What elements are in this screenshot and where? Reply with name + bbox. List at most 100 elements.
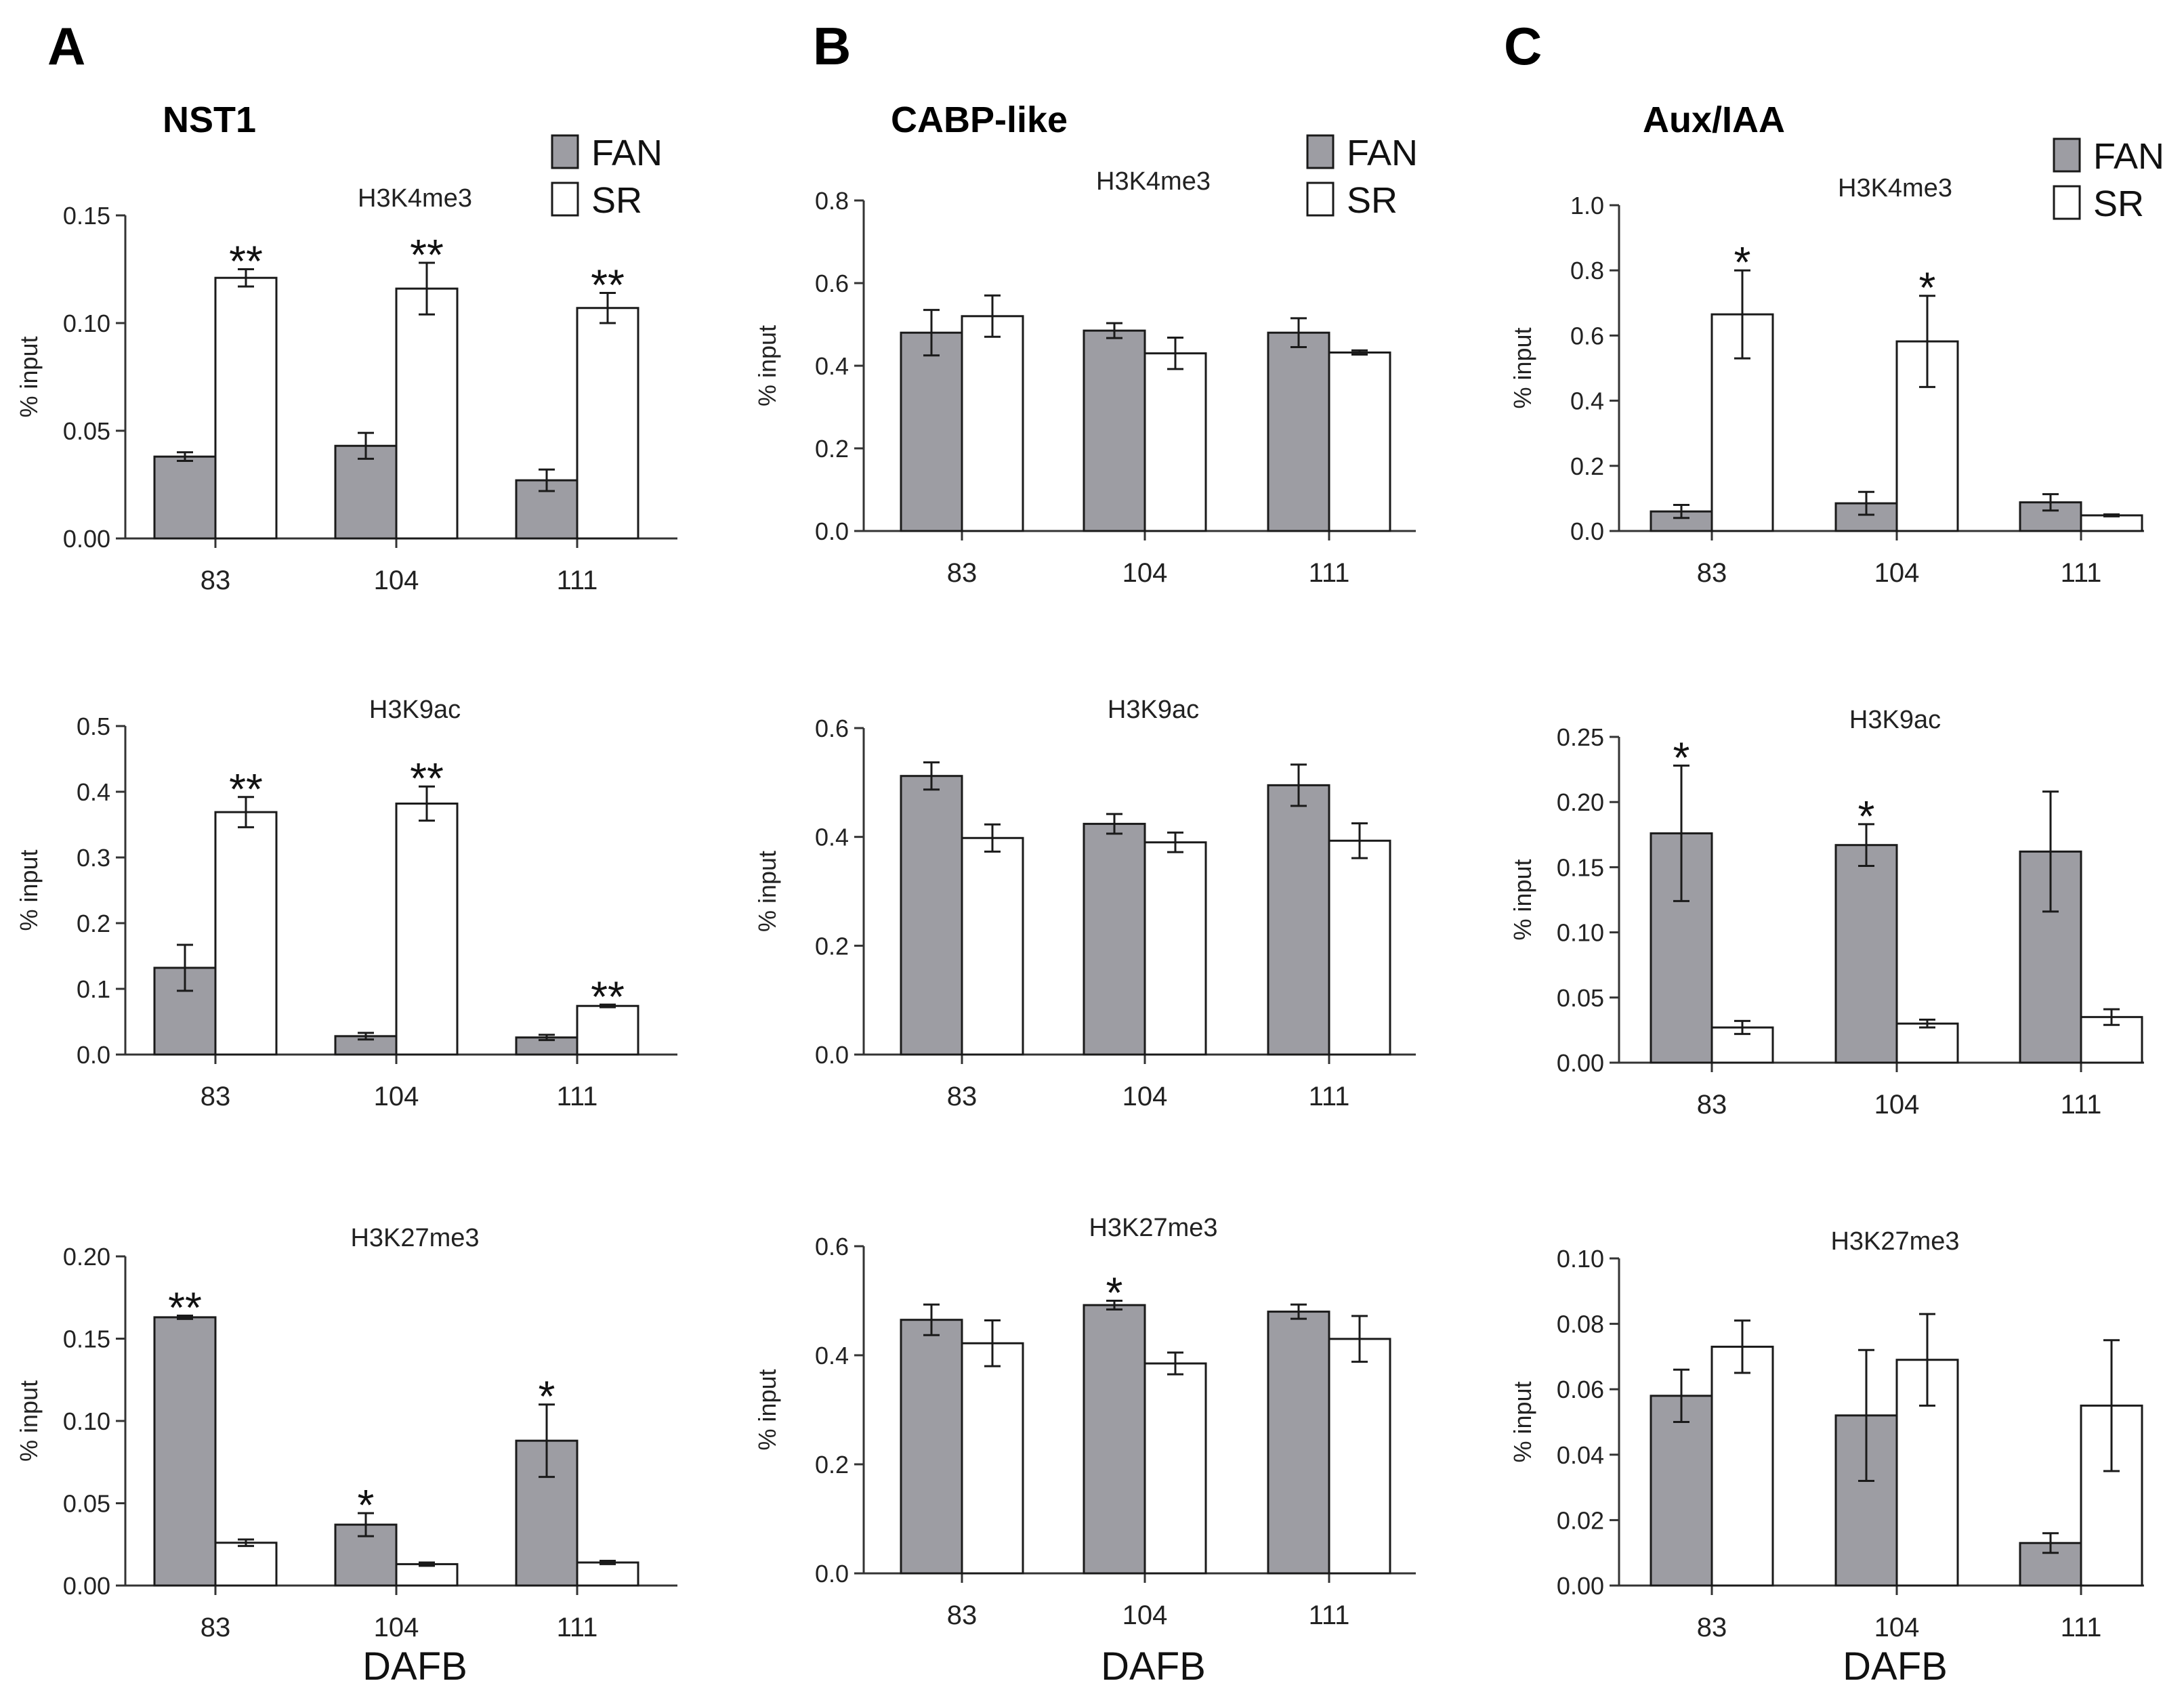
significance-marker: ** xyxy=(229,237,263,286)
y-tick-label: 0.06 xyxy=(1557,1376,1604,1403)
bar-sr-83 xyxy=(1710,1026,1774,1064)
error-bar-fan-111 xyxy=(2042,1532,2059,1554)
subplot-title: H3K27me3 xyxy=(1830,1227,1959,1256)
legend-label-sr: SR xyxy=(591,180,642,221)
gene-name-c: Aux/IAA xyxy=(1643,100,1785,140)
x-tick-label: 104 xyxy=(374,566,419,595)
y-axis-label: % input xyxy=(753,851,781,932)
subplot-b-h3k27me3: H3K27me3 0.0 0.2 0.4 0.6 % input 83 104 111 * DAFB xyxy=(753,1214,1416,1688)
subplot-a-h3k4me3: H3K4me3 0.00 0.05 0.10 0.15 % input 83 104 111 **… xyxy=(15,184,677,595)
subplot-title: H3K27me3 xyxy=(350,1224,479,1252)
error-bar-sr-104 xyxy=(1167,1351,1183,1376)
y-tick-label: 0.6 xyxy=(815,1233,849,1260)
bar-fan-104 xyxy=(1083,1304,1146,1575)
error-bar-fan-104 xyxy=(358,431,374,460)
error-bar-sr-104 xyxy=(1919,1019,1935,1029)
error-bar-sr-104 xyxy=(419,1561,435,1567)
x-tick-label: 104 xyxy=(1122,558,1168,588)
y-tick-label: 0.00 xyxy=(1557,1049,1604,1077)
x-tick-label: 104 xyxy=(374,1613,419,1642)
significance-marker: ** xyxy=(410,230,444,279)
error-bar-fan-111 xyxy=(539,1403,555,1479)
significance-marker: ** xyxy=(410,754,444,803)
y-tick-label: 0.15 xyxy=(63,1325,110,1353)
bar-sr-83 xyxy=(214,811,278,1056)
y-tick-label: 0.4 xyxy=(1570,387,1604,415)
error-bar-fan-111 xyxy=(1290,1303,1307,1320)
y-tick-label: 0.2 xyxy=(77,910,110,937)
panel-letter-a: A xyxy=(47,16,85,76)
subplot-a-h3k27me3: H3K27me3 0.00 0.05 0.10 0.15 0.20 % input 83 104… xyxy=(15,1224,677,1688)
bar-fan-83 xyxy=(153,455,217,540)
significance-marker: * xyxy=(1858,792,1875,841)
bar-sr-83 xyxy=(961,1342,1024,1575)
legend-swatch-sr xyxy=(1306,182,1335,217)
subplot-b-h3k4me3: H3K4me3 0.0 0.2 0.4 0.6 0.8 % input 83 104 111 xyxy=(753,167,1416,588)
subplot-c-h3k27me3: H3K27me3 0.00 0.02 0.04 0.06 0.08 0.10 % input 8… xyxy=(1509,1227,2144,1688)
y-axis-label: % input xyxy=(753,1369,781,1450)
bar-sr-104 xyxy=(395,287,459,540)
x-tick-label: 104 xyxy=(1122,1600,1168,1630)
significance-marker: * xyxy=(358,1481,375,1529)
x-tick-label: 111 xyxy=(2061,1613,2102,1642)
y-tick-label: 0.3 xyxy=(77,844,110,872)
y-tick-label: 0.1 xyxy=(77,975,110,1003)
gene-name-b: CABP-like xyxy=(891,100,1068,140)
x-tick-label: 111 xyxy=(1309,558,1350,588)
error-bar-fan-104 xyxy=(1106,322,1122,339)
legend-label-sr: SR xyxy=(2093,184,2144,224)
x-tick-label: 83 xyxy=(1697,1090,1727,1120)
subplot-title: H3K4me3 xyxy=(358,184,472,213)
significance-marker: * xyxy=(1673,733,1690,782)
bar-sr-111 xyxy=(1328,839,1391,1056)
bar-sr-111 xyxy=(576,1561,639,1587)
panel-letter-b: B xyxy=(813,16,851,76)
y-tick-label: 0.4 xyxy=(815,824,849,851)
y-tick-label: 0.10 xyxy=(63,1407,110,1435)
error-bar-sr-83 xyxy=(984,1319,1001,1367)
y-tick-label: 0.10 xyxy=(1557,1245,1604,1273)
significance-marker: ** xyxy=(591,260,625,309)
error-bar-fan-83 xyxy=(177,1314,193,1320)
y-tick-label: 0.4 xyxy=(815,1342,849,1369)
error-bar-sr-111 xyxy=(1351,349,1368,356)
error-bar-fan-104 xyxy=(1858,823,1874,867)
legend-swatch-fan xyxy=(2053,137,2081,173)
y-tick-label: 0.6 xyxy=(1570,322,1604,349)
y-tick-label: 0.0 xyxy=(815,1560,849,1588)
bar-sr-83 xyxy=(1710,1345,1774,1587)
bar-sr-104 xyxy=(1143,352,1207,532)
y-axis-label: % input xyxy=(1509,859,1536,940)
significance-marker: * xyxy=(1734,238,1751,286)
bar-fan-104 xyxy=(1083,822,1146,1056)
significance-marker: * xyxy=(1919,263,1936,312)
bar-sr-83 xyxy=(961,315,1024,532)
error-bar-sr-111 xyxy=(2103,513,2120,517)
error-bar-fan-104 xyxy=(1106,1300,1122,1311)
legend-label-fan: FAN xyxy=(1347,133,1418,173)
bar-sr-104 xyxy=(1143,841,1207,1056)
subplot-c-h3k4me3: H3K4me3 0.0 0.2 0.4 0.6 0.8 1.0 % input 83 104 111… xyxy=(1509,174,2144,588)
x-tick-label: 111 xyxy=(1309,1082,1350,1111)
error-bar-fan-83 xyxy=(1673,764,1689,902)
x-axis-label-dafb: DAFB xyxy=(1843,1644,1948,1688)
x-tick-label: 83 xyxy=(201,1613,231,1642)
error-bar-fan-111 xyxy=(1290,317,1307,349)
y-tick-label: 0.0 xyxy=(77,1041,110,1069)
x-tick-label: 111 xyxy=(557,566,598,595)
error-bar-fan-111 xyxy=(539,1034,555,1042)
bar-sr-104 xyxy=(395,1563,459,1587)
significance-marker: ** xyxy=(591,972,625,1021)
error-bar-sr-83 xyxy=(1734,1019,1750,1036)
error-bar-sr-83 xyxy=(238,796,254,828)
x-tick-label: 104 xyxy=(374,1082,419,1111)
bar-fan-83 xyxy=(900,1319,963,1575)
x-tick-label: 104 xyxy=(1122,1082,1168,1111)
error-bar-sr-111 xyxy=(1351,1315,1368,1363)
error-bar-fan-111 xyxy=(2042,790,2059,913)
x-tick-label: 111 xyxy=(557,1082,598,1111)
legend-label-sr: SR xyxy=(1347,180,1398,221)
subplot-title: H3K4me3 xyxy=(1096,167,1211,196)
y-tick-label: 0.0 xyxy=(815,517,849,545)
